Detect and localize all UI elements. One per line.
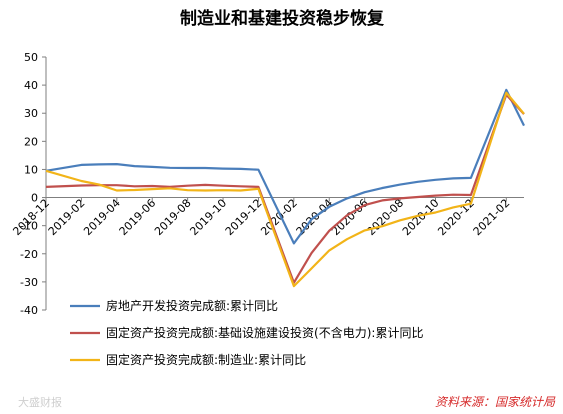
- axes: -40-30-20-10010203040502018-122019-02201…: [10, 51, 524, 317]
- x-tick-label: 2019-12: [223, 196, 265, 238]
- x-tick-label: 2019-02: [46, 196, 88, 238]
- y-tick-label: 0: [31, 192, 38, 205]
- y-tick-label: 50: [24, 51, 38, 64]
- legend: 房地产开发投资完成额:累计同比固定资产投资完成额:基础设施建设投资(不含电力):…: [70, 298, 423, 367]
- y-tick-label: -20: [20, 248, 38, 261]
- chart-title: 制造业和基建投资稳步恢复: [180, 8, 385, 29]
- series-lines: [45, 88, 525, 288]
- y-tick-label: 40: [24, 79, 38, 92]
- legend-label-1: 房地产开发投资完成额:累计同比: [106, 298, 278, 313]
- y-tick-label: 30: [24, 107, 38, 120]
- legend-label-2: 固定资产投资完成额:基础设施建设投资(不含电力):累计同比: [106, 325, 423, 340]
- x-tick-label: 2021-02: [471, 196, 513, 238]
- y-tick-label: -10: [20, 220, 38, 233]
- series-line-1: [45, 88, 525, 245]
- y-tick-label: 20: [24, 135, 38, 148]
- legend-label-3: 固定资产投资完成额:制造业:累计同比: [106, 352, 306, 367]
- y-tick-label: 10: [24, 163, 38, 176]
- series-line-3: [45, 91, 525, 288]
- x-tick-label: 2019-08: [152, 196, 194, 238]
- x-tick-label: 2019-10: [187, 196, 229, 238]
- series-line-2: [45, 93, 525, 284]
- x-tick-label: 2019-06: [117, 196, 159, 238]
- x-tick-label: 2020-10: [400, 196, 442, 238]
- y-tick-label: -40: [20, 304, 38, 317]
- y-tick-label: -30: [20, 276, 38, 289]
- x-tick-label: 2019-04: [81, 196, 123, 238]
- watermark: 大盛财报: [18, 395, 62, 409]
- source-note: 资料来源：国家统计局: [435, 395, 556, 409]
